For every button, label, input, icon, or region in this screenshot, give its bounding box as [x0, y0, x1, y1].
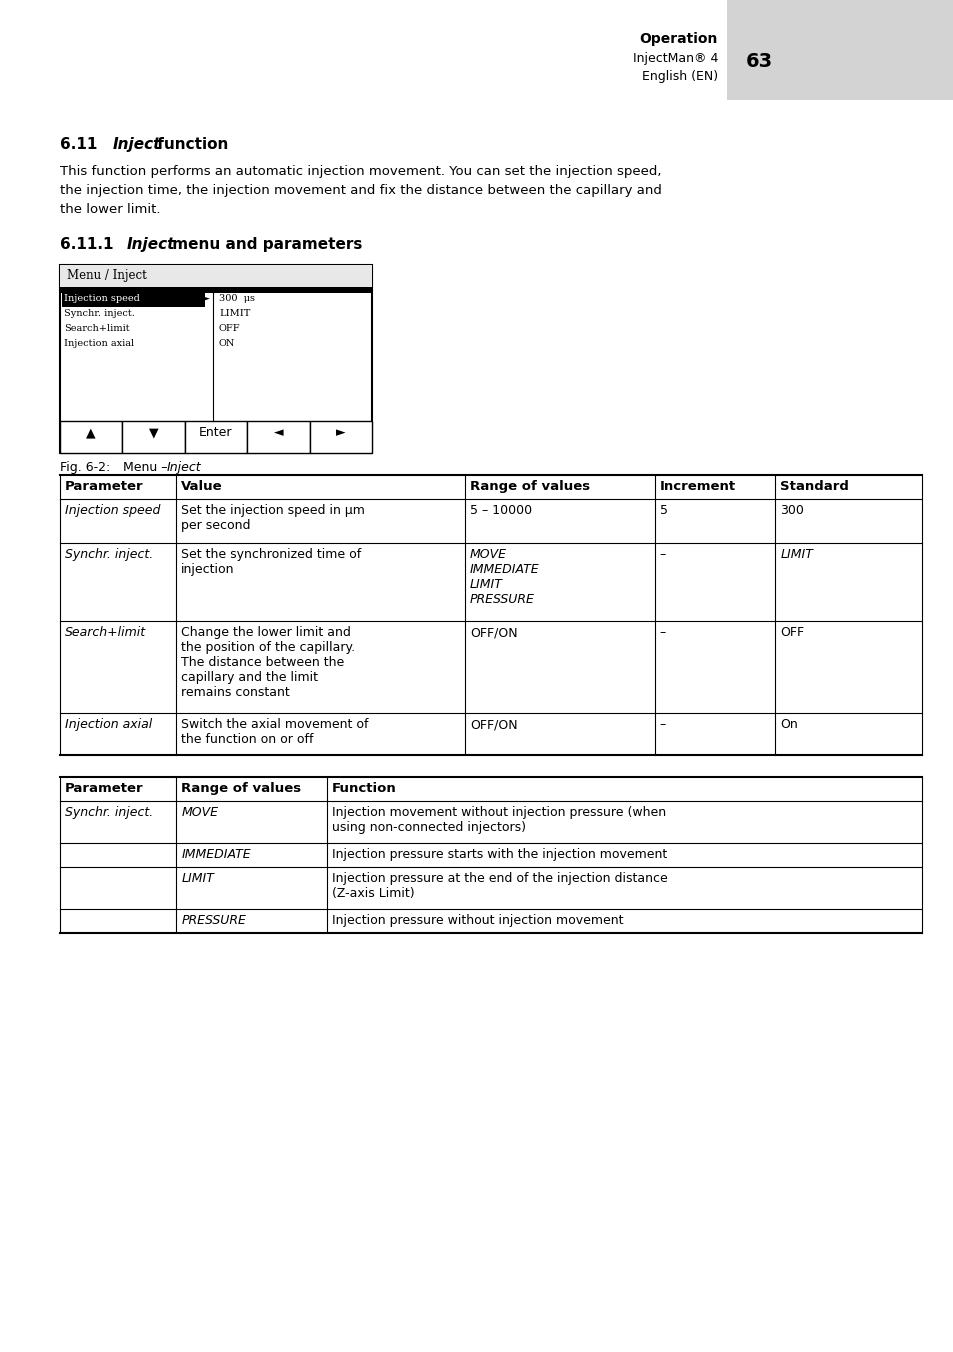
Bar — [60, 420, 122, 453]
Text: Switch the axial movement of
the function on or off: Switch the axial movement of the functio… — [181, 718, 369, 746]
Text: Inject: Inject — [127, 237, 175, 251]
Text: Search+limit: Search+limit — [65, 626, 146, 639]
Bar — [726, 0, 953, 100]
Text: IMMEDIATE: IMMEDIATE — [181, 848, 251, 861]
Text: Set the synchronized time of
injection: Set the synchronized time of injection — [181, 548, 361, 576]
Text: Injection speed: Injection speed — [65, 504, 160, 516]
Text: Injection movement without injection pressure (when
using non-connected injector: Injection movement without injection pre… — [332, 806, 665, 834]
Text: 6.11: 6.11 — [60, 137, 97, 151]
Text: 300: 300 — [780, 504, 803, 516]
Text: Injection axial: Injection axial — [65, 718, 152, 731]
Text: Range of values: Range of values — [470, 480, 590, 493]
Text: Injection pressure without injection movement: Injection pressure without injection mov… — [332, 914, 623, 927]
Text: Set the injection speed in μm
per second: Set the injection speed in μm per second — [181, 504, 365, 531]
Text: ON: ON — [219, 339, 235, 347]
Text: OFF: OFF — [780, 626, 803, 639]
Text: –: – — [659, 626, 665, 639]
Text: Injection speed: Injection speed — [64, 293, 140, 303]
Text: Enter: Enter — [199, 426, 233, 439]
Text: ◄: ◄ — [274, 426, 283, 439]
Text: LIMIT: LIMIT — [780, 548, 813, 561]
Text: Menu –: Menu – — [123, 461, 172, 475]
Bar — [60, 265, 372, 453]
Text: 63: 63 — [745, 51, 772, 72]
Text: OFF/ON: OFF/ON — [470, 718, 517, 731]
Text: Injection pressure starts with the injection movement: Injection pressure starts with the injec… — [332, 848, 667, 861]
Text: Search+limit: Search+limit — [64, 324, 130, 333]
Text: Injection axial: Injection axial — [64, 339, 134, 347]
Text: Synchr. inject.: Synchr. inject. — [64, 310, 134, 318]
Text: 6.11.1: 6.11.1 — [60, 237, 113, 251]
Text: InjectMan® 4: InjectMan® 4 — [632, 51, 718, 65]
Text: Inject: Inject — [167, 461, 201, 475]
Text: 300  μs: 300 μs — [219, 293, 254, 303]
Text: Value: Value — [181, 480, 223, 493]
Text: Function: Function — [332, 781, 396, 795]
Text: Menu / Inject: Menu / Inject — [67, 269, 147, 283]
Text: On: On — [780, 718, 798, 731]
Text: Parameter: Parameter — [65, 480, 144, 493]
Text: Increment: Increment — [659, 480, 735, 493]
Text: Standard: Standard — [780, 480, 848, 493]
Bar — [122, 420, 185, 453]
Text: –: – — [659, 718, 665, 731]
Text: Synchr. inject.: Synchr. inject. — [65, 806, 153, 819]
Text: the lower limit.: the lower limit. — [60, 203, 160, 216]
Text: Synchr. inject.: Synchr. inject. — [65, 548, 153, 561]
Text: Injection pressure at the end of the injection distance
(Z-axis Limit): Injection pressure at the end of the inj… — [332, 872, 667, 900]
Bar — [310, 420, 372, 453]
Text: OFF: OFF — [219, 324, 240, 333]
Text: Range of values: Range of values — [181, 781, 301, 795]
Text: English (EN): English (EN) — [641, 70, 718, 82]
Text: OFF/ON: OFF/ON — [470, 626, 517, 639]
Bar — [60, 287, 372, 293]
Text: Fig. 6-2:: Fig. 6-2: — [60, 461, 111, 475]
Text: ►: ► — [203, 293, 210, 303]
Bar — [60, 265, 372, 287]
Text: Inject: Inject — [112, 137, 161, 151]
Text: Parameter: Parameter — [65, 781, 144, 795]
Bar — [247, 420, 310, 453]
Text: ▲: ▲ — [87, 426, 96, 439]
Text: ►: ► — [335, 426, 345, 439]
Text: 5: 5 — [659, 504, 667, 516]
Text: menu and parameters: menu and parameters — [167, 237, 362, 251]
Text: Change the lower limit and
the position of the capillary.
The distance between t: Change the lower limit and the position … — [181, 626, 355, 699]
Bar — [60, 420, 372, 426]
Text: 5 – 10000: 5 – 10000 — [470, 504, 532, 516]
Text: MOVE
IMMEDIATE
LIMIT
PRESSURE: MOVE IMMEDIATE LIMIT PRESSURE — [470, 548, 539, 606]
Text: MOVE: MOVE — [181, 806, 218, 819]
Text: ▼: ▼ — [149, 426, 158, 439]
Text: LIMIT: LIMIT — [181, 872, 214, 886]
Bar — [62, 293, 205, 307]
Text: function: function — [152, 137, 228, 151]
Text: PRESSURE: PRESSURE — [181, 914, 246, 927]
Text: LIMIT: LIMIT — [219, 310, 250, 318]
Bar — [185, 420, 247, 453]
Text: This function performs an automatic injection movement. You can set the injectio: This function performs an automatic inje… — [60, 165, 660, 178]
Text: Operation: Operation — [639, 32, 718, 46]
Text: –: – — [659, 548, 665, 561]
Text: the injection time, the injection movement and fix the distance between the capi: the injection time, the injection moveme… — [60, 184, 661, 197]
